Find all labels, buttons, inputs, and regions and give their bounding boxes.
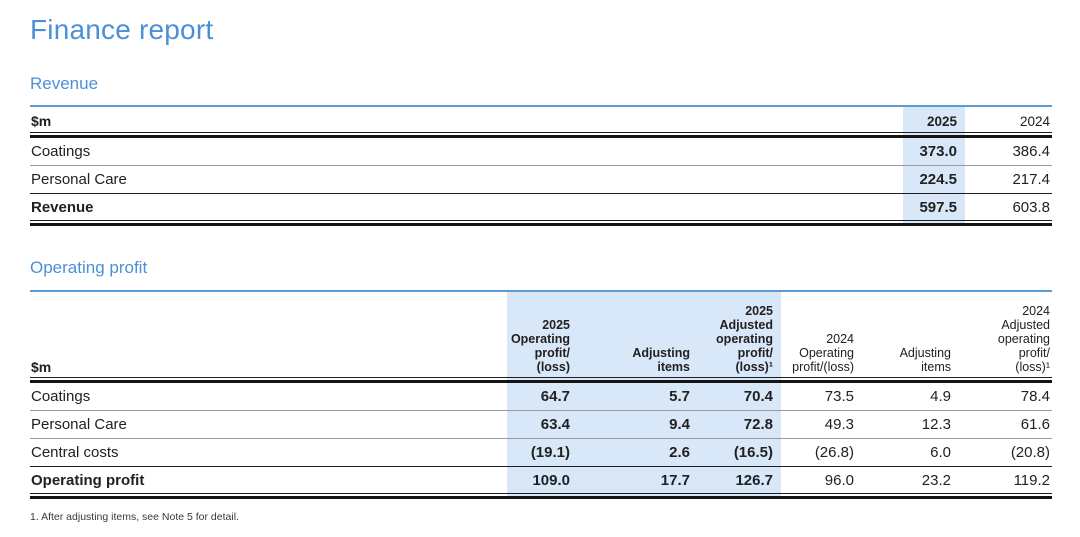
page-title: Finance report <box>30 14 214 45</box>
total-value: 23.2 <box>921 471 951 489</box>
op-bottom-rule-thick <box>30 496 1052 499</box>
revenue-header-rule-thick <box>30 135 1052 138</box>
value: 6.0 <box>930 444 951 461</box>
revenue-bottom-rule-thin <box>30 220 1052 221</box>
row-separator <box>30 165 1052 166</box>
op-header-rule-thick <box>30 380 1052 383</box>
value-2025: 224.5 <box>919 171 957 188</box>
revenue-header-rule-thin <box>30 132 1052 133</box>
row-label: Coatings <box>31 388 91 405</box>
value: 9.4 <box>669 416 690 433</box>
revenue-col-header-2024: 2024 <box>1019 114 1050 129</box>
total-value-2024: 603.8 <box>1012 198 1050 216</box>
value: (20.8) <box>1010 444 1050 461</box>
op-col-header-2024-adjusting-items: Adjusting items <box>899 346 951 374</box>
op-table-header-row: $m 2025 Operating profit/ (loss) Adjusti… <box>30 292 1052 377</box>
footnote: 1. After adjusting items, see Note 5 for… <box>30 511 239 523</box>
row-separator <box>30 410 1052 411</box>
total-row-label: Operating profit <box>31 471 145 489</box>
row-label: Personal Care <box>31 171 127 188</box>
value: 61.6 <box>1020 416 1050 433</box>
revenue-table-header-row: $m 2025 2024 <box>30 107 1052 132</box>
op-row-coatings: Coatings 64.7 5.7 70.4 73.5 4.9 78.4 <box>30 383 1052 410</box>
op-col-header-2025-adjusted-operating-profit: 2025 Adjusted operating profit/ (loss)¹ <box>716 304 773 374</box>
row-label: Coatings <box>31 143 91 160</box>
value: 2.6 <box>669 444 690 461</box>
value-2025: 373.0 <box>919 143 957 160</box>
value: 49.3 <box>824 416 854 433</box>
revenue-bottom-rule-thick <box>30 223 1052 226</box>
total-row-label: Revenue <box>31 198 94 216</box>
value: (16.5) <box>733 444 773 461</box>
value: 5.7 <box>669 388 690 405</box>
total-value: 126.7 <box>735 471 773 489</box>
revenue-2025-highlight-band <box>903 107 965 226</box>
value: 72.8 <box>743 416 773 433</box>
op-col-header-2024-operating-profit: 2024 Operating profit/(loss) <box>792 332 854 374</box>
op-row-personal-care: Personal Care 63.4 9.4 72.8 49.3 12.3 61… <box>30 411 1052 438</box>
revenue-unit-label: $m <box>31 113 52 129</box>
value: 4.9 <box>930 388 951 405</box>
revenue-total-row: Revenue 597.5 603.8 <box>30 194 1052 220</box>
total-value: 17.7 <box>660 471 690 489</box>
total-value-2025: 597.5 <box>919 198 957 216</box>
revenue-col-header-2025: 2025 <box>926 114 957 129</box>
revenue-row-coatings: Coatings 373.0 386.4 <box>30 138 1052 165</box>
op-header-rule-thin <box>30 377 1052 378</box>
total-value: 119.2 <box>1013 471 1050 489</box>
value: 63.4 <box>540 416 570 433</box>
pre-total-rule <box>30 193 1052 194</box>
op-col-header-2025-operating-profit: 2025 Operating profit/ (loss) <box>510 318 570 374</box>
row-label: Personal Care <box>31 416 127 433</box>
value: 70.4 <box>743 388 773 405</box>
total-value: 109.0 <box>532 471 570 489</box>
op-unit-label: $m <box>31 359 52 375</box>
revenue-row-personal-care: Personal Care 224.5 217.4 <box>30 166 1052 193</box>
revenue-section-heading: Revenue <box>30 74 99 93</box>
operating-profit-table: $m 2025 Operating profit/ (loss) Adjusti… <box>30 290 1052 499</box>
op-row-central-costs: Central costs (19.1) 2.6 (16.5) (26.8) 6… <box>30 439 1052 466</box>
op-total-row: Operating profit 109.0 17.7 126.7 96.0 2… <box>30 467 1052 493</box>
revenue-table: $m 2025 2024 Coatings 373.0 386.4 Person… <box>30 105 1052 226</box>
value: 64.7 <box>540 388 570 405</box>
op-bottom-rule-thin <box>30 493 1052 494</box>
value: (19.1) <box>530 444 570 461</box>
op-table-top-rule <box>30 290 1052 292</box>
pre-total-rule <box>30 466 1052 467</box>
op-col-header-2025-adjusting-items: Adjusting items <box>632 346 690 374</box>
total-value: 96.0 <box>824 471 854 489</box>
row-separator <box>30 438 1052 439</box>
value: (26.8) <box>814 444 854 461</box>
op-2025-highlight-band <box>507 292 781 499</box>
value: 12.3 <box>921 416 951 433</box>
value: 78.4 <box>1020 388 1050 405</box>
value-2024: 217.4 <box>1012 171 1050 188</box>
value: 73.5 <box>824 388 854 405</box>
value-2024: 386.4 <box>1012 143 1050 160</box>
row-label: Central costs <box>31 444 119 461</box>
operating-profit-section-heading: Operating profit <box>30 258 148 277</box>
op-col-header-2024-adjusted-operating-profit: 2024 Adjusted operating profit/ (loss)¹ <box>997 304 1050 374</box>
revenue-table-top-rule <box>30 105 1052 107</box>
